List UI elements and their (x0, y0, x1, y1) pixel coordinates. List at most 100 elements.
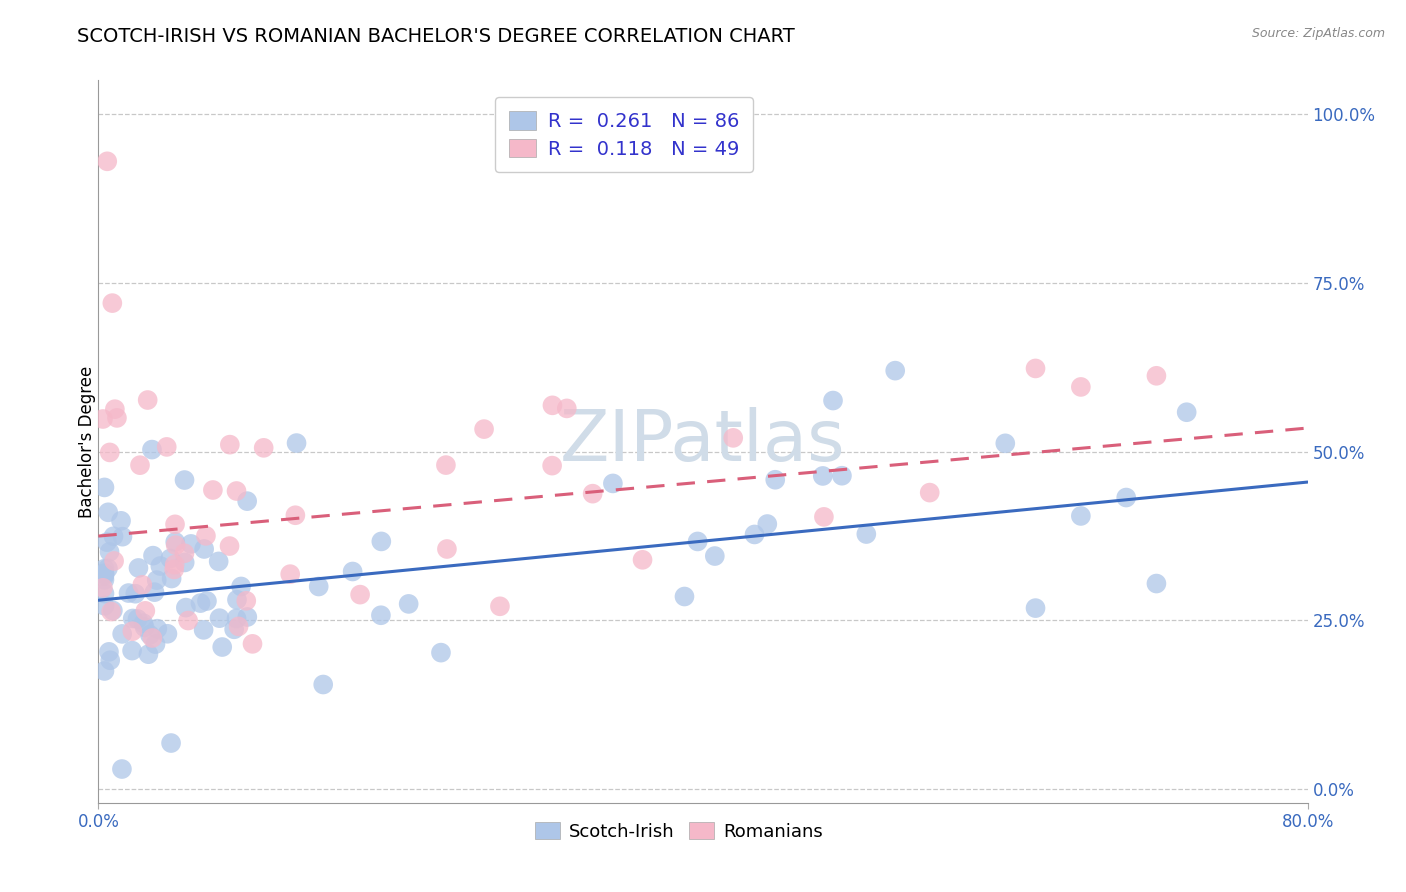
Point (582, 486, 605, 500)
Point (156, 627, 179, 641)
Point (1175, 405, 1198, 419)
Point (813, 509, 835, 524)
Point (218, 437, 240, 451)
Point (146, 622, 169, 636)
Point (101, 296, 124, 310)
Point (555, 401, 578, 416)
Point (98, 653, 121, 667)
Point (211, 640, 233, 654)
Point (208, 611, 231, 625)
Point (1115, 491, 1137, 505)
Point (253, 441, 276, 455)
Point (1070, 380, 1092, 394)
Point (132, 616, 155, 631)
Point (201, 483, 224, 497)
Point (308, 580, 330, 594)
Point (93, 567, 115, 582)
Point (1144, 368, 1167, 383)
Point (831, 468, 853, 483)
Point (177, 614, 200, 628)
Point (489, 599, 512, 614)
Point (93, 569, 115, 583)
Point (190, 596, 212, 610)
Point (160, 572, 183, 586)
Point (96, 154, 118, 169)
Point (145, 573, 167, 587)
Point (97, 561, 120, 575)
Point (91, 581, 114, 595)
Point (160, 736, 183, 750)
Point (208, 554, 231, 568)
Point (134, 604, 156, 618)
Point (229, 579, 252, 593)
Point (602, 476, 624, 491)
Point (98, 545, 121, 559)
Point (105, 411, 128, 425)
Point (218, 539, 240, 553)
Point (163, 517, 186, 532)
Point (93, 664, 115, 678)
Point (101, 603, 124, 617)
Point (141, 442, 163, 457)
Point (93, 562, 115, 576)
Point (226, 592, 249, 607)
Point (93, 586, 115, 600)
Point (370, 534, 392, 549)
Point (228, 619, 250, 633)
Point (436, 541, 458, 556)
Point (193, 541, 215, 556)
Point (398, 597, 420, 611)
Point (141, 631, 163, 645)
Point (430, 646, 453, 660)
Point (703, 549, 725, 563)
Point (285, 436, 308, 450)
Point (121, 611, 143, 625)
Point (673, 590, 696, 604)
Point (127, 561, 149, 575)
Point (143, 585, 166, 599)
Point (149, 559, 172, 574)
Point (1070, 508, 1092, 523)
Point (472, 422, 495, 436)
Point (744, 527, 766, 541)
Point (142, 549, 165, 563)
Point (121, 643, 143, 657)
Point (811, 469, 834, 483)
Point (110, 514, 132, 528)
Point (163, 558, 186, 572)
Point (541, 458, 564, 473)
Point (631, 553, 654, 567)
Point (111, 762, 134, 776)
Point (98, 645, 121, 659)
Y-axis label: Bachelor's Degree: Bachelor's Degree (79, 366, 96, 517)
Point (756, 516, 779, 531)
Point (104, 402, 127, 417)
Point (193, 623, 215, 637)
Point (165, 535, 187, 549)
Point (93, 599, 115, 613)
Point (129, 458, 152, 472)
Point (103, 554, 125, 568)
Point (225, 611, 247, 625)
Point (139, 628, 162, 642)
Point (121, 624, 143, 639)
Point (541, 398, 564, 412)
Point (103, 529, 125, 543)
Point (1144, 576, 1167, 591)
Point (136, 392, 159, 407)
Point (284, 508, 307, 523)
Point (173, 473, 195, 487)
Point (235, 594, 257, 608)
Point (763, 473, 786, 487)
Point (434, 458, 457, 472)
Point (165, 538, 187, 552)
Point (225, 483, 247, 498)
Point (918, 485, 941, 500)
Point (994, 436, 1017, 450)
Point (686, 534, 709, 549)
Point (145, 637, 167, 651)
Point (884, 364, 907, 378)
Point (134, 620, 156, 634)
Point (93, 480, 115, 494)
Point (91, 412, 114, 426)
